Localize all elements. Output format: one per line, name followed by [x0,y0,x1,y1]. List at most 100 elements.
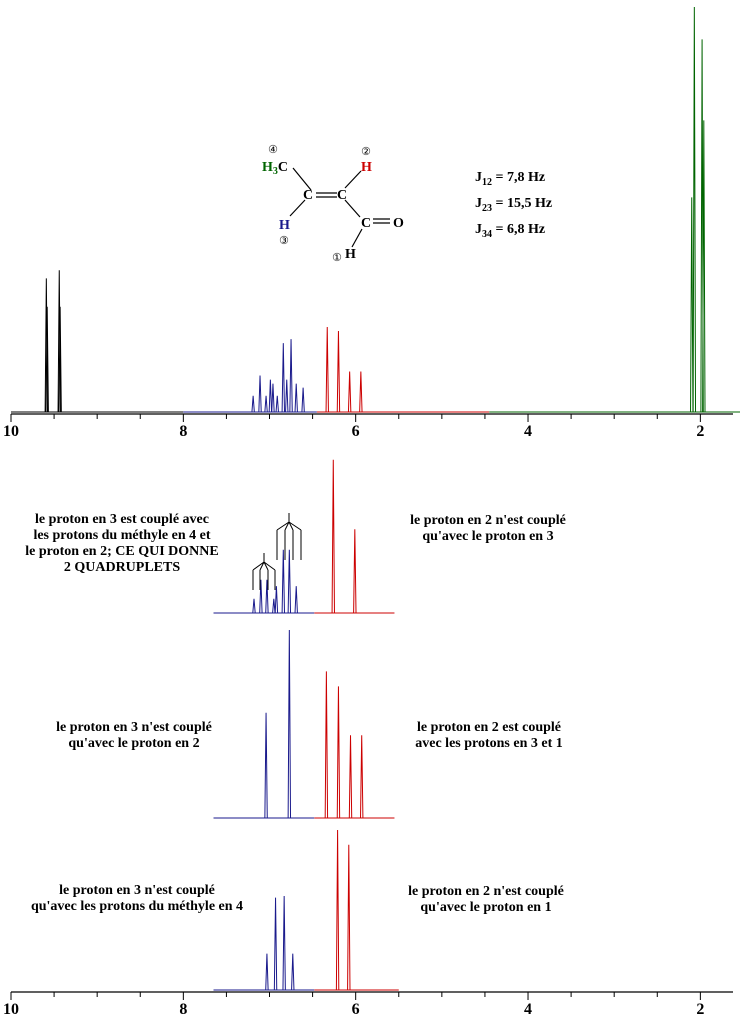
methyl-subscript: 3 [273,166,278,177]
bond-c-cho [344,199,361,218]
annotation-row1-right: qu'avec le proton en 3 [422,529,553,544]
bond-ch3-c [292,167,312,191]
j-symbol: J [475,170,482,185]
peak [275,395,279,413]
peak [264,395,268,413]
axis-top-tick-label: 8 [179,423,187,440]
peak [268,379,273,413]
atom-o: O [393,216,404,231]
tree-left-legs [252,570,276,590]
peak [325,326,329,413]
spectrum-sim_3_coupled_2-blue [213,629,315,819]
annotation-row1-left: le proton en 3 est couplé avec [35,512,209,527]
j-value: = 6,8 Hz [492,222,545,237]
annotation-row1-left: les protons du méthyle en 4 et [33,528,210,543]
axis-bottom-tick-label: 2 [696,1001,704,1018]
peak [57,270,61,413]
spectrum-sim_3_coupled_4-blue [213,895,315,991]
ppm-axis-top: 10 8 6 4 2 [3,413,733,440]
methyl-h: H [262,160,273,175]
peak [265,953,269,991]
atom-c-c: C [361,216,371,231]
peak [702,120,706,413]
spectrum-full-green [489,6,740,413]
peak [347,844,351,991]
tree-right-legs [276,530,302,560]
peak [287,549,292,614]
axis-bottom-tick-label: 4 [524,1001,532,1018]
peak [252,598,256,614]
spectrum-full-blue [183,339,317,413]
peak [273,897,278,991]
coupling-label: J23 = 15,5 Hz [475,196,552,214]
axis-bottom-tick-label: 8 [179,1001,187,1018]
spectra-layer [11,6,740,991]
peak [294,586,298,614]
peak [289,339,293,413]
peak [251,395,255,413]
annotation-row1-left: le proton en 2; CE QUI DONNE [25,544,218,559]
axis-top-tick-label: 2 [696,423,704,440]
peak [44,278,49,413]
j-subscript: 23 [482,203,492,214]
tree-left-top [252,553,276,571]
peak [348,735,353,819]
peak [58,306,62,413]
peak [264,712,268,819]
peak [259,579,263,614]
j-subscript: 12 [482,177,492,188]
annotation-row3-right: le proton en 2 n'est couplé [408,884,564,899]
annotation-row1-right: le proton en 2 n'est couplé [410,513,566,528]
position-2-marker: ② [361,145,371,158]
peak [265,579,269,614]
bond-c-h1 [351,228,363,248]
peak [282,895,286,991]
j-value: = 7,8 Hz [492,170,545,185]
peak [258,375,262,413]
axis-top-tick-label: 10 [3,423,19,440]
peak [285,379,289,413]
annotation-row1-left: 2 QUADRUPLETS [64,560,181,575]
peak [359,371,363,413]
peak [281,343,285,413]
j-subscript: 34 [482,229,492,240]
j-value: = 15,5 Hz [492,196,552,211]
peak [335,829,340,991]
annotation-row3-right: qu'avec le proton en 1 [420,900,551,915]
splitting-trees [252,513,302,590]
spectrum-full-black [11,270,184,413]
axis-bottom-tick-label: 10 [3,1001,19,1018]
peak [301,387,305,413]
peak [347,371,352,413]
atom-h2: H [361,160,372,175]
annotation-row2-right: le proton en 2 est couplé [417,720,561,735]
annotation-row2-left: le proton en 3 n'est couplé [56,720,212,735]
j-symbol: J [475,196,482,211]
peak [45,306,49,413]
crotonaldehyde-structure: H3C C C H H C O H ④ ② ③ ① [262,143,404,264]
methyl-label: H3C [262,160,288,177]
atom-h1: H [345,247,356,262]
peak [287,629,292,819]
position-1-marker: ① [332,251,342,264]
annotation-row3-left: qu'avec les protons du méthyle en 4 [31,899,243,914]
spectrum-sim_3_coupled_4_and_2-red [314,459,395,614]
peak [272,598,276,614]
spectrum-sim_3_coupled_2-red [314,671,395,819]
atom-c-a: C [303,188,313,203]
coupling-label: J12 = 7,8 Hz [475,170,545,188]
methyl-c: C [278,160,288,175]
annotation-row3-left: le proton en 3 n'est couplé [59,883,215,898]
atom-h3: H [279,218,290,233]
peak [291,953,295,991]
annotation-row2-right: avec les protons en 3 et 1 [415,736,563,751]
axis-top-tick-label: 4 [524,423,532,440]
bond-c-h2 [344,170,362,189]
coupling-label: J34 = 6,8 Hz [475,222,545,240]
bond-c-h3 [289,199,306,217]
peak [274,586,279,614]
j-symbol: J [475,222,482,237]
